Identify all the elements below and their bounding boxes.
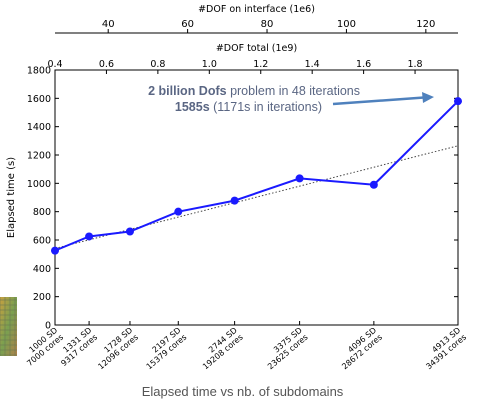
plot-frame: [54, 69, 459, 326]
annotation-text-2: (1171s in iterations): [210, 100, 322, 114]
y-tick-label: 1600: [27, 94, 51, 105]
data-point: [51, 246, 59, 255]
y-axis-label: Elapsed time (s): [6, 157, 17, 238]
top-axis-2-tick-label: 80: [261, 19, 274, 30]
annotation-text-1: problem in 48 iterations: [227, 84, 360, 98]
top-axis-2-tick-label: 60: [181, 19, 194, 30]
y-tick-label: 0: [45, 321, 51, 332]
chart-caption: Elapsed time vs nb. of subdomains: [141, 384, 344, 399]
y-tick-label: 200: [33, 292, 51, 303]
x-tick-label: 1331 SD9317 cores: [54, 326, 100, 368]
annotation-line-1: 2 billion Dofs problem in 48 iterations: [148, 84, 360, 98]
x-tick-label: 2197 SD15379 cores: [139, 326, 188, 372]
top-axis-2-label: #DOF on interface (1e6): [198, 4, 315, 15]
data-point: [454, 97, 462, 106]
top-axis-1-label: #DOF total (1e9): [216, 43, 297, 54]
annotation-arrow-shaft: [332, 96, 425, 106]
annotation-bold-2: 1585s: [175, 100, 210, 114]
data-point: [369, 180, 378, 189]
y-tick-label: 1200: [27, 151, 51, 162]
x-tick-label: 2744 SD19208 cores: [195, 326, 244, 372]
top-axis-2-tick-label: 40: [102, 19, 115, 30]
top-axis-1-tick-label: 1.6: [356, 59, 371, 70]
trend-line: [54, 145, 459, 249]
top-axis-2-tick-label: 100: [337, 19, 356, 30]
y-tick-label: 1000: [27, 179, 51, 190]
mesh-cube-image: [0, 297, 17, 356]
top-axis-1-tick-label: 1.4: [305, 59, 320, 70]
data-point: [295, 174, 304, 183]
y-tick-label: 1800: [27, 66, 51, 77]
x-tick-label: 3375 SD23625 cores: [260, 326, 309, 372]
x-tick-label: 1000 SD7000 cores: [19, 326, 65, 368]
y-tick-label: 600: [33, 236, 51, 247]
top-axis-1-tick-label: 1.8: [407, 59, 422, 70]
annotation-line-2: 1585s (1171s in iterations): [175, 100, 322, 114]
x-tick-label: 4913 SD34391 cores: [419, 326, 468, 372]
x-tick-label: 4096 SD28672 cores: [334, 326, 383, 372]
data-point: [85, 232, 94, 241]
data-point: [125, 227, 134, 236]
top-axis-1-tick-label: 1.2: [253, 59, 268, 70]
annotation-arrow-head: [422, 92, 434, 103]
y-tick-label: 1400: [27, 122, 51, 133]
top-axis-1-tick-label: 0.4: [47, 59, 62, 70]
series-line: [54, 100, 459, 252]
data-point: [174, 207, 183, 216]
x-tick-label: 1728 SD12096 cores: [91, 326, 140, 372]
annotation-bold-1: 2 billion Dofs: [148, 84, 227, 98]
data-point: [230, 196, 239, 205]
y-tick-label: 800: [33, 207, 51, 218]
y-tick-label: 400: [33, 264, 51, 275]
top-axis-1-tick-label: 0.6: [99, 59, 114, 70]
top-axis-2-tick-label: 120: [416, 19, 435, 30]
top-axis-1-tick-label: 1.0: [202, 59, 217, 70]
top-axis-1-tick-label: 0.8: [150, 59, 165, 70]
